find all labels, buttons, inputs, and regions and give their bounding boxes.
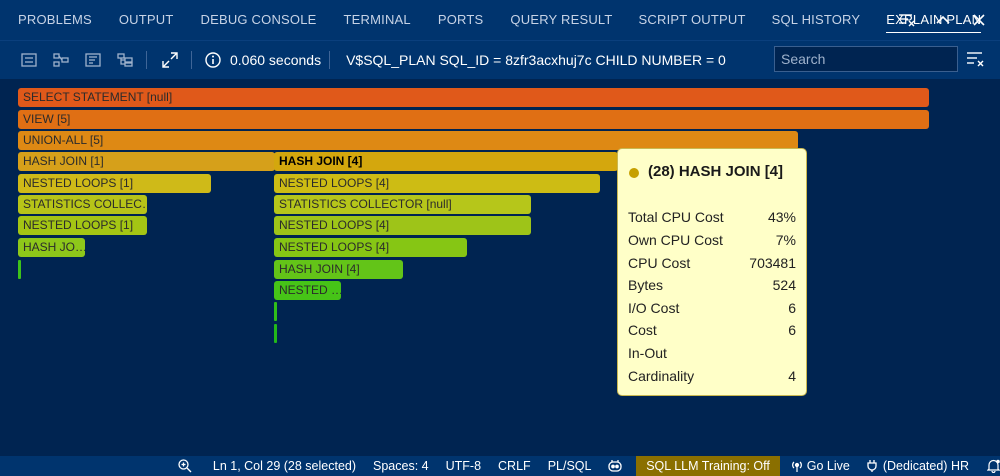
maximize-panel-icon[interactable] <box>934 11 952 29</box>
tooltip-row-cpu-cost: CPU Cost 703481 <box>628 253 796 273</box>
plan-node-nested-loops-4[interactable]: NESTED LOOPS [4] <box>274 174 600 193</box>
tooltip-title: (28) HASH JOIN [4] <box>648 163 784 180</box>
broadcast-icon[interactable] <box>790 456 805 476</box>
plan-node-union-all[interactable]: UNION-ALL [5] <box>18 131 798 150</box>
language-mode[interactable]: PL/SQL <box>547 459 592 473</box>
tab-explain-plan[interactable]: EXPLAIN PLAN <box>886 0 982 40</box>
tooltip-row-in-out: In-Out <box>628 343 796 363</box>
tooltip-label: Total CPU Cost <box>628 209 724 225</box>
tooltip-label: Own CPU Cost <box>628 232 723 248</box>
tab-output[interactable]: OUTPUT <box>118 12 174 27</box>
plan-node-nested-loops-1b[interactable]: NESTED LOOPS [1] <box>18 216 147 235</box>
tooltip-row-total-cpu-cost: Total CPU Cost 43% <box>628 207 796 227</box>
tooltip-row-own-cpu-cost: Own CPU Cost 7% <box>628 230 796 250</box>
connection-status[interactable]: (Dedicated) HR <box>882 459 969 473</box>
plan-node-nested-loops-4c[interactable]: NESTED LOOPS [4] <box>274 238 467 257</box>
info-icon <box>204 51 222 69</box>
tooltip-row-cardinality: Cardinality 4 <box>628 366 796 386</box>
tab-ports[interactable]: PORTS <box>437 12 484 27</box>
plan-node-nested-loops-4b[interactable]: NESTED LOOPS [4] <box>274 216 531 235</box>
plan-node-view[interactable]: VIEW [5] <box>18 110 929 129</box>
search-input[interactable] <box>774 46 958 72</box>
tooltip-label: In-Out <box>628 345 667 361</box>
line-ending[interactable]: CRLF <box>498 459 531 473</box>
tooltip-value: 524 <box>772 277 796 293</box>
tab-problems[interactable]: PROBLEMS <box>18 12 92 27</box>
go-live[interactable]: Go Live <box>806 459 850 473</box>
tooltip-value: 43% <box>767 209 796 225</box>
tooltip-label: Bytes <box>628 277 664 293</box>
cursor-position[interactable]: Ln 1, Col 29 (28 selected) <box>212 459 357 473</box>
status-bar: Ln 1, Col 29 (28 selected) Spaces: 4 UTF… <box>0 456 1000 476</box>
explain-plan-toolbar: 0.060 seconds V$SQL_PLAN SQL_ID = 8zfr3a… <box>0 40 1000 79</box>
tab-query-result[interactable]: QUERY RESULT <box>510 12 613 27</box>
tooltip-value: 6 <box>788 300 796 316</box>
plug-icon[interactable] <box>866 456 879 476</box>
copilot-icon[interactable] <box>607 456 624 476</box>
text-view-icon[interactable] <box>20 51 38 69</box>
expand-icon[interactable] <box>161 51 179 69</box>
plan-node-stub[interactable] <box>274 302 277 321</box>
notifications-bell-icon[interactable] <box>987 456 1000 476</box>
plan-node-statistics-collector[interactable]: STATISTICS COLLEC… <box>18 195 147 214</box>
tooltip-label: Cardinality <box>628 368 695 384</box>
plan-node-nested-loops-1[interactable]: NESTED LOOPS [1] <box>18 174 211 193</box>
node-color-indicator <box>629 168 639 178</box>
clear-filter-icon[interactable] <box>898 11 916 29</box>
tooltip-label: CPU Cost <box>628 255 691 271</box>
tooltip-value: 6 <box>788 322 796 338</box>
plan-node-hash-jo[interactable]: HASH JO… <box>18 238 85 257</box>
plan-title: V$SQL_PLAN SQL_ID = 8zfr3acxhuj7c CHILD … <box>346 52 726 68</box>
panel-actions <box>898 0 988 40</box>
elapsed-time: 0.060 seconds <box>230 52 322 68</box>
plan-node-tooltip: (28) HASH JOIN [4] Total CPU Cost 43% Ow… <box>617 148 807 396</box>
panel-tab-bar: PROBLEMS OUTPUT DEBUG CONSOLE TERMINAL P… <box>0 0 1000 40</box>
plan-node-statistics-collector-null[interactable]: STATISTICS COLLECTOR [null] <box>274 195 531 214</box>
tab-script-output[interactable]: SCRIPT OUTPUT <box>638 12 746 27</box>
hierarchy-view-icon[interactable] <box>116 51 134 69</box>
tooltip-value: 7% <box>775 232 796 248</box>
toolbar-separator <box>146 51 147 69</box>
toolbar-separator <box>329 51 331 69</box>
filter-clear-icon[interactable] <box>966 51 986 69</box>
list-view-icon[interactable] <box>84 51 102 69</box>
plan-node-hash-join-4b[interactable]: HASH JOIN [4] <box>274 260 403 279</box>
tab-sql-history[interactable]: SQL HISTORY <box>771 12 861 27</box>
plan-node-stub[interactable] <box>18 260 21 279</box>
indentation[interactable]: Spaces: 4 <box>373 459 429 473</box>
encoding[interactable]: UTF-8 <box>445 459 482 473</box>
plan-node-stub[interactable] <box>274 324 277 343</box>
tooltip-row-io-cost: I/O Cost 6 <box>628 298 796 318</box>
tooltip-row-bytes: Bytes 524 <box>628 275 796 295</box>
plan-node-select-statement[interactable]: SELECT STATEMENT [null] <box>18 88 929 107</box>
tooltip-row-cost: Cost 6 <box>628 320 796 340</box>
plan-node-hash-join-1[interactable]: HASH JOIN [1] <box>18 152 275 171</box>
tooltip-label: I/O Cost <box>628 300 680 316</box>
sql-llm-training-status[interactable]: SQL LLM Training: Off <box>636 456 780 476</box>
explain-plan-flame-graph: SELECT STATEMENT [null] VIEW [5] UNION-A… <box>0 78 1000 456</box>
plan-node-nested[interactable]: NESTED … <box>274 281 341 300</box>
tree-view-icon[interactable] <box>52 51 70 69</box>
close-panel-icon[interactable] <box>970 11 988 29</box>
tooltip-value: 4 <box>788 368 796 384</box>
tab-terminal[interactable]: TERMINAL <box>343 12 411 27</box>
plan-node-hash-join-4-selected[interactable]: HASH JOIN [4] <box>274 152 618 171</box>
tooltip-label: Cost <box>628 322 657 338</box>
tab-debug-console[interactable]: DEBUG CONSOLE <box>200 12 317 27</box>
zoom-icon[interactable] <box>178 456 193 476</box>
toolbar-separator <box>191 51 192 69</box>
tooltip-value: 703481 <box>749 255 796 271</box>
